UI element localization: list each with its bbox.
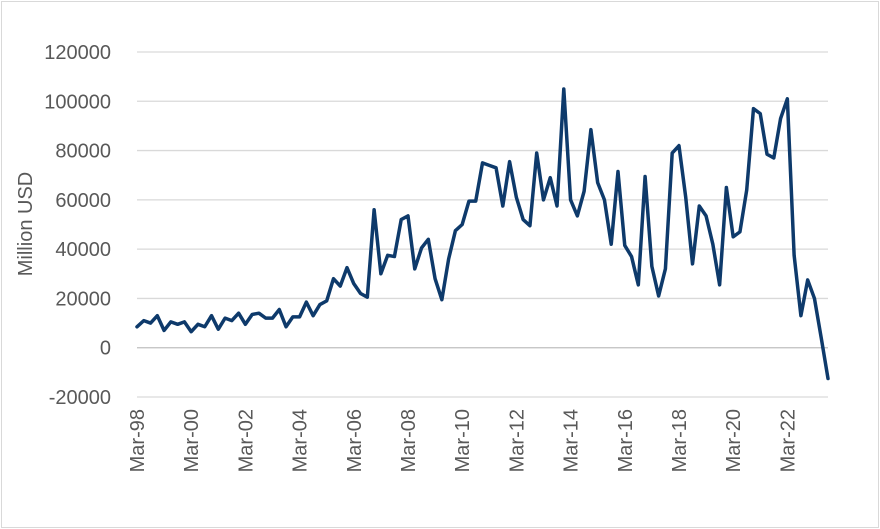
x-tick-label: Mar-04	[290, 409, 312, 472]
x-tick-label: Mar-22	[777, 409, 799, 472]
x-tick-labels: Mar-98 Mar-00 Mar-02 Mar-04 Mar-06 Mar-08 Mar-…	[127, 409, 799, 472]
x-tick-label: Mar-18	[669, 409, 691, 472]
x-tick-label: Mar-16	[615, 409, 637, 472]
y-tick-label: 100000	[44, 91, 111, 113]
x-tick-label: Mar-10	[452, 409, 474, 472]
x-tick-label: Mar-98	[127, 409, 149, 472]
x-tick-label: Mar-00	[181, 409, 203, 472]
y-tick-label: 40000	[55, 239, 111, 261]
x-tick-label: Mar-06	[344, 409, 366, 472]
series-line	[135, 87, 830, 381]
y-axis-title: Million USD	[15, 172, 37, 276]
y-tick-label: 80000	[55, 141, 111, 163]
y-tick-label: 20000	[55, 288, 111, 310]
x-tick-label: Mar-20	[723, 409, 745, 472]
x-tick-label: Mar-14	[561, 409, 583, 472]
y-tick-label: 60000	[55, 190, 111, 212]
gridlines	[137, 51, 828, 398]
y-tick-label: 0	[100, 338, 111, 360]
y-tick-labels: -20000 0 20000 40000 60000 80000 100000 120000	[44, 42, 111, 409]
x-tick-label: Mar-02	[235, 409, 257, 472]
x-tick-label: Mar-08	[398, 409, 420, 472]
y-tick-label: 120000	[44, 42, 111, 64]
series-layer	[135, 87, 830, 381]
x-tick-label: Mar-12	[506, 409, 528, 472]
y-tick-label: -20000	[49, 387, 111, 409]
